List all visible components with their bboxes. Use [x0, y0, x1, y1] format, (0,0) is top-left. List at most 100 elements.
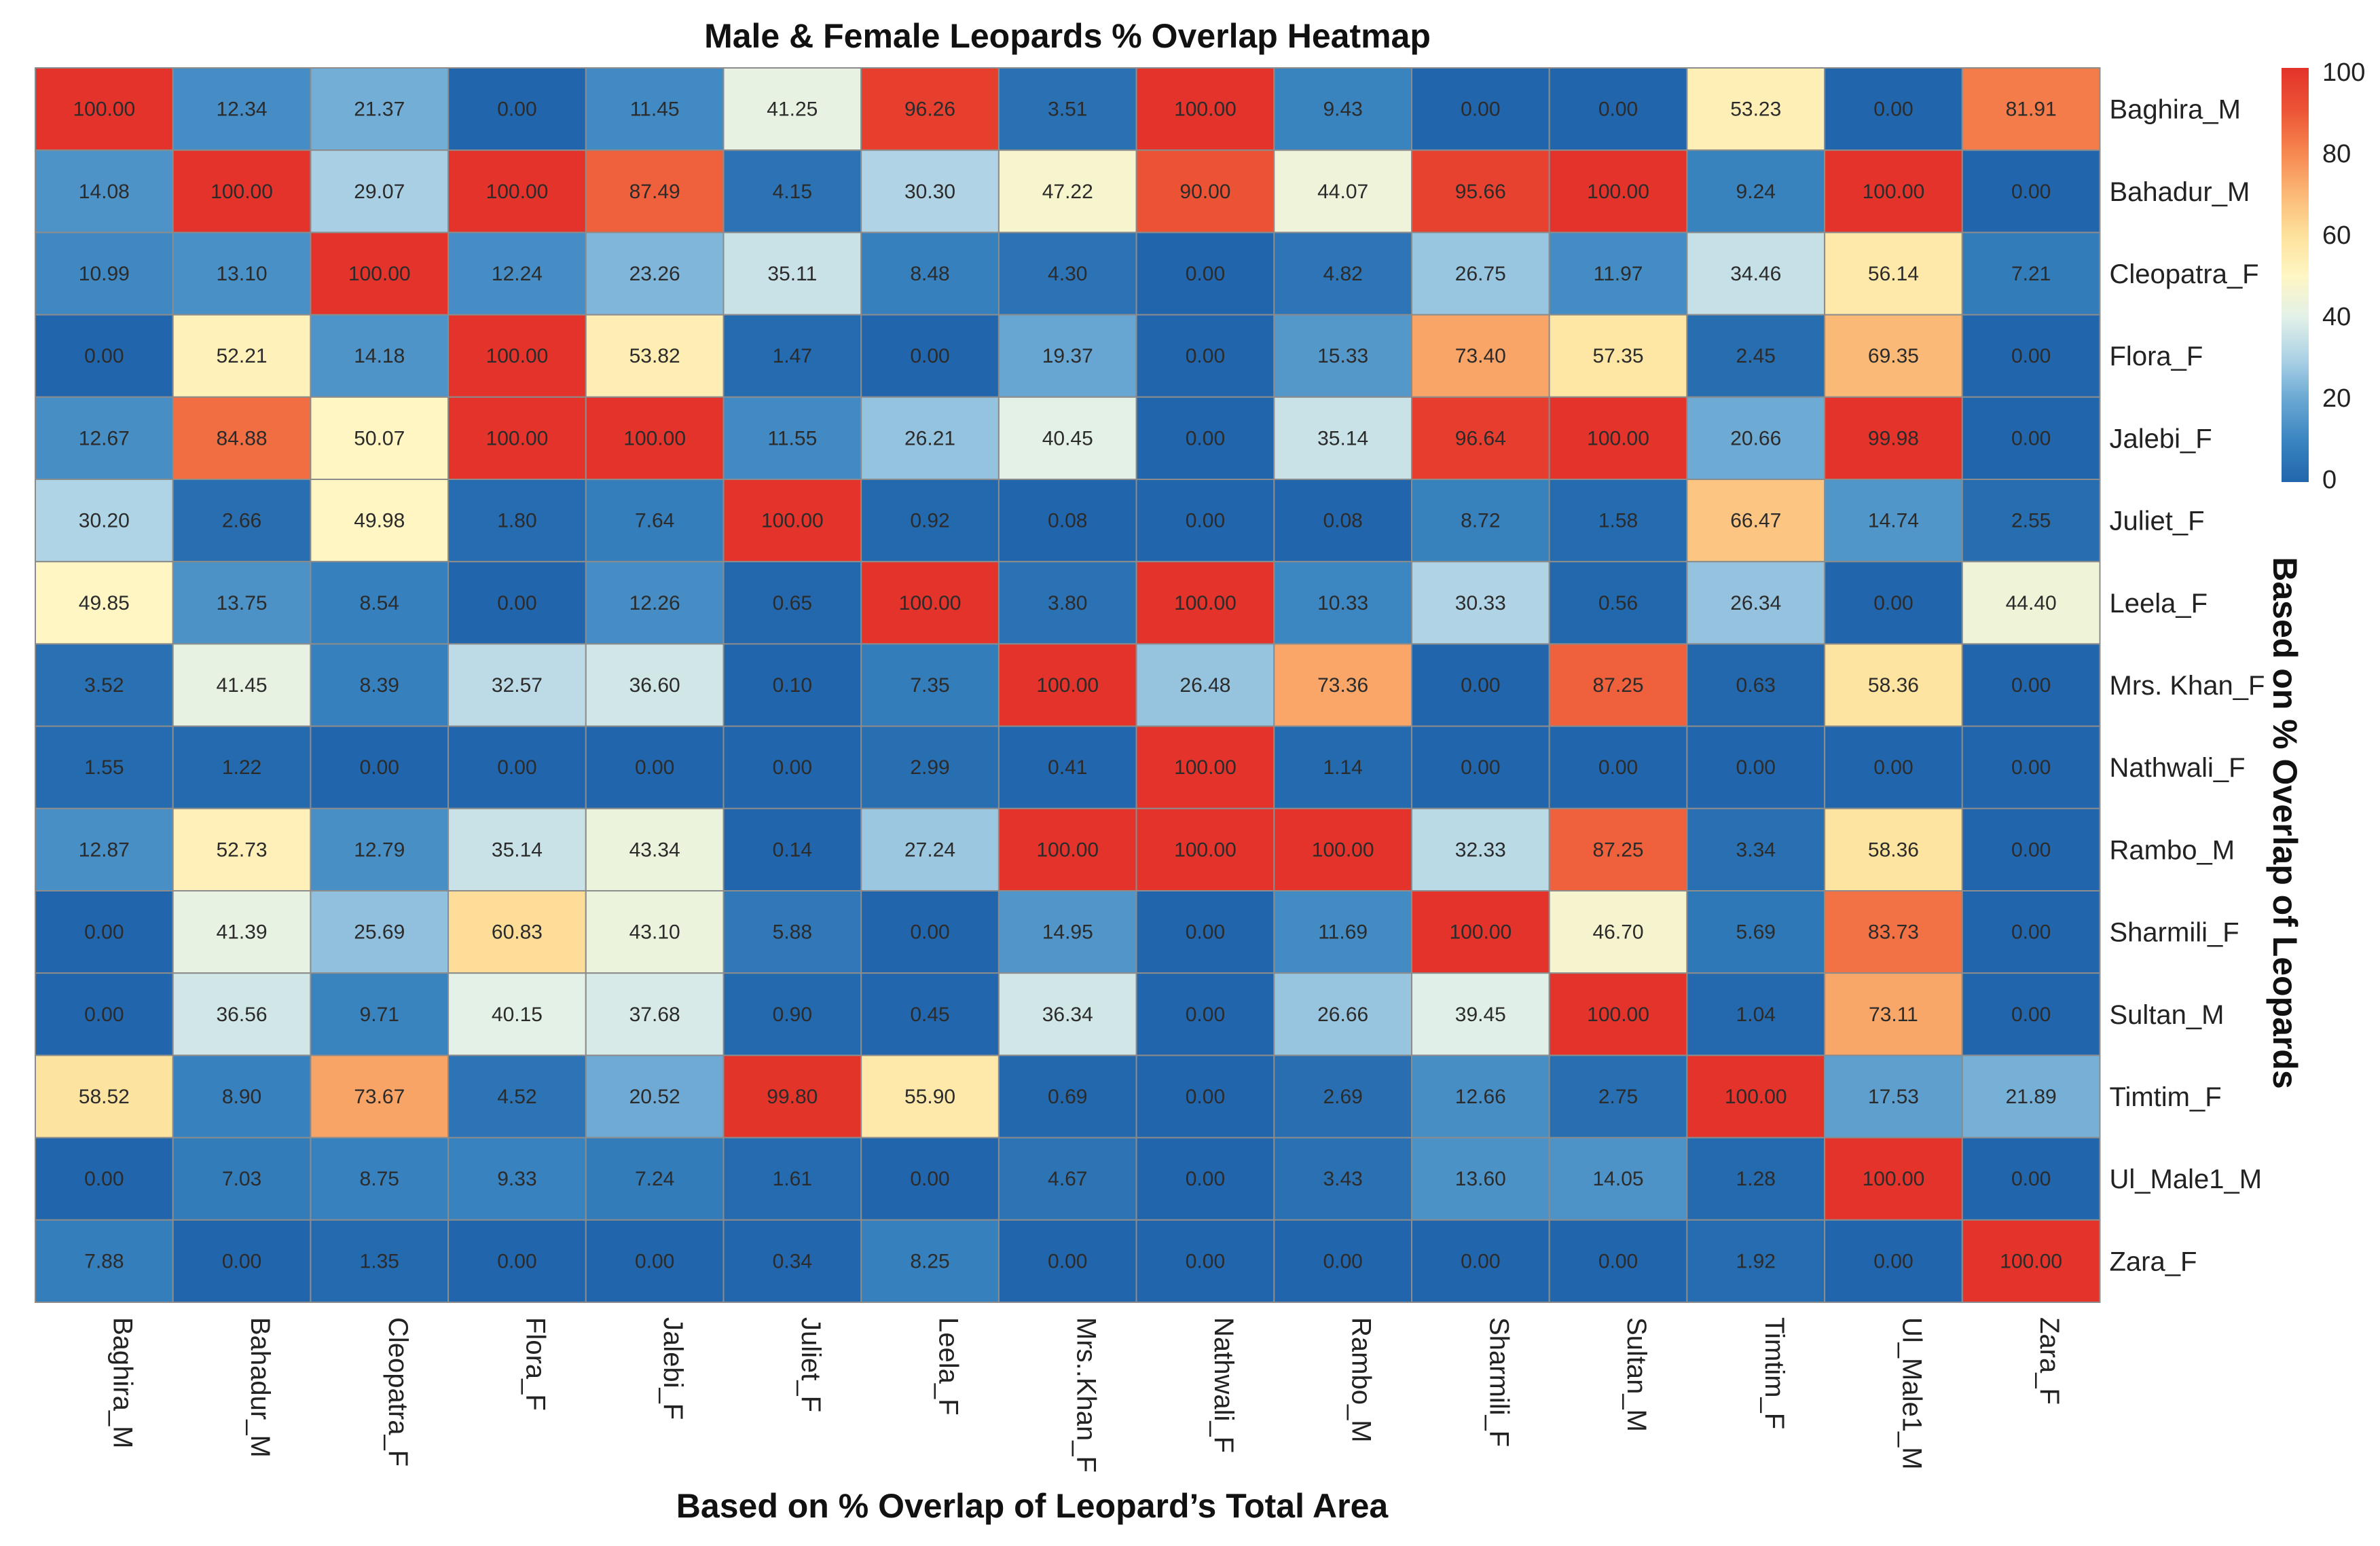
cell-value-label: 100.00: [73, 98, 135, 121]
heatmap-cell: [1824, 643, 1963, 727]
cell-value-label: 0.00: [1873, 756, 1913, 779]
heatmap-cell: [1548, 890, 1688, 974]
cell-value-label: 100.00: [348, 263, 411, 285]
cell-value-label: 5.88: [773, 921, 812, 944]
heatmap-cell: [1411, 1054, 1550, 1139]
heatmap-cell: [1273, 479, 1413, 563]
heatmap-cell: [1961, 972, 2101, 1056]
cell-value-label: 3.34: [1736, 839, 1776, 861]
cell-value-label: 0.65: [773, 592, 812, 614]
cell-value-label: 1.28: [1736, 1168, 1776, 1190]
heatmap-cell: [35, 396, 174, 480]
row-label: Cleopatra_F: [2110, 259, 2259, 289]
cell-value-label: 0.00: [1598, 756, 1638, 779]
cell-value-label: 1.47: [773, 345, 812, 367]
cell-value-label: 100.00: [1174, 592, 1237, 614]
heatmap-cell: [1135, 1219, 1275, 1304]
heatmap-cell: [585, 314, 725, 398]
cell-value-label: 100.00: [1036, 674, 1099, 697]
cell-value-label: 2.99: [910, 756, 949, 779]
cell-value-label: 34.46: [1730, 263, 1781, 285]
cell-value-label: 17.53: [1868, 1086, 1919, 1108]
cell-value-label: 100.00: [1174, 98, 1237, 121]
cell-value-label: 7.03: [222, 1168, 261, 1190]
cell-value-label: 55.90: [904, 1086, 955, 1108]
cell-value-label: 0.00: [497, 1250, 536, 1272]
heatmap-cell: [860, 643, 1000, 727]
heatmap-cell: [35, 890, 174, 974]
cell-value-label: 9.24: [1736, 181, 1776, 203]
cell-value-label: 20.66: [1730, 427, 1781, 449]
cell-value-label: 14.05: [1593, 1168, 1644, 1190]
row-label: Timtim_F: [2110, 1082, 2222, 1112]
heatmap-cell: [310, 149, 450, 234]
heatmap-cell: [1824, 314, 1963, 398]
heatmap-cell: [1824, 890, 1963, 974]
cell-value-label: 39.45: [1455, 1004, 1506, 1026]
heatmap-cell: [1686, 479, 1826, 563]
cell-value-label: 58.36: [1868, 674, 1919, 697]
cell-value-label: 1.92: [1736, 1250, 1776, 1272]
heatmap-cell: [172, 479, 312, 563]
cell-value-label: 23.26: [629, 263, 680, 285]
cell-value-label: 11.69: [1318, 921, 1368, 944]
heatmap-cell: [1686, 232, 1826, 316]
cell-value-label: 100.00: [210, 181, 273, 203]
heatmap-cell: [447, 890, 587, 974]
cell-value-label: 26.48: [1179, 674, 1230, 697]
heatmap-cell: [447, 561, 587, 645]
heatmap-cell: [1824, 149, 1963, 234]
heatmap-cell: [35, 1219, 174, 1304]
cell-value-label: 73.11: [1869, 1004, 1918, 1026]
cell-value-label: 1.55: [84, 756, 124, 779]
heatmap-cell: [172, 561, 312, 645]
heatmap-cell: [1961, 1219, 2101, 1304]
heatmap-cell: [447, 314, 587, 398]
heatmap-cell: [1961, 890, 2101, 974]
cell-value-label: 19.37: [1042, 345, 1093, 367]
row-label: Baghira_M: [2110, 95, 2241, 125]
heatmap-cell: [1961, 149, 2101, 234]
cell-value-label: 0.00: [1873, 98, 1913, 121]
cell-value-label: 50.07: [354, 427, 405, 449]
heatmap-cell: [1273, 561, 1413, 645]
heatmap-cell: [1686, 890, 1826, 974]
column-label: Mrs..Khan_F: [1071, 1317, 1101, 1473]
cell-value-label: 0.00: [1186, 1168, 1225, 1190]
cell-value-label: 40.15: [492, 1004, 543, 1026]
cell-value-label: 1.58: [1598, 510, 1638, 532]
cell-value-label: 0.00: [1461, 756, 1500, 779]
cell-value-label: 4.67: [1048, 1168, 1087, 1190]
heatmap-cell: [1961, 807, 2101, 892]
heatmap-cell: [860, 725, 1000, 809]
heatmap-cell: [997, 314, 1137, 398]
cell-value-label: 36.34: [1042, 1004, 1093, 1026]
heatmap-cell: [35, 149, 174, 234]
cell-value-label: 2.55: [2011, 510, 2051, 532]
cell-value-label: 87.25: [1593, 839, 1644, 861]
cell-value-label: 35.14: [492, 839, 543, 861]
heatmap-cell: [35, 972, 174, 1056]
legend-tick-label: 40: [2322, 303, 2351, 331]
row-label: Jalebi_F: [2110, 424, 2212, 454]
cell-value-label: 60.83: [492, 921, 543, 944]
cell-value-label: 100.00: [2000, 1250, 2062, 1272]
cell-value-label: 0.00: [635, 756, 674, 779]
heatmap-cell: [1273, 972, 1413, 1056]
heatmap-cell: [310, 807, 450, 892]
heatmap-cell: [1686, 149, 1826, 234]
column-label: Leela_F: [934, 1317, 964, 1416]
heatmap-cell: [310, 725, 450, 809]
heatmap-cell: [722, 396, 862, 480]
heatmap-cell: [997, 643, 1137, 727]
heatmap-cell: [172, 643, 312, 727]
cell-value-label: 7.24: [635, 1168, 674, 1190]
cell-value-label: 12.67: [79, 427, 130, 449]
heatmap-cell: [1548, 1054, 1688, 1139]
heatmap-cell: [172, 890, 312, 974]
cell-value-label: 8.90: [222, 1086, 261, 1108]
column-label: Ul_Male1_M: [1897, 1317, 1926, 1470]
cell-value-label: 7.35: [910, 674, 949, 697]
cell-value-label: 13.60: [1455, 1168, 1506, 1190]
heatmap-cell: [310, 643, 450, 727]
